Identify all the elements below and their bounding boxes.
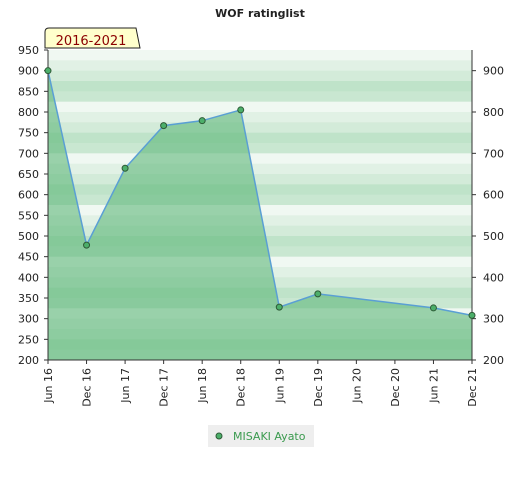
series-area [47, 70, 473, 361]
data-point [121, 164, 129, 172]
y-tick-label-left: 400 [18, 271, 39, 284]
x-tick-label: Dec 21 [466, 368, 479, 407]
x-tick-label: Jun 17 [119, 368, 132, 404]
y-tick-label-left: 550 [18, 209, 39, 222]
y-tick-label-left: 450 [18, 251, 39, 264]
y-tick-label-left: 600 [18, 189, 39, 202]
period-label: 2016-2021 [56, 34, 127, 49]
x-tick-label: Jun 16 [42, 368, 55, 404]
y-tick-label-left: 200 [18, 354, 39, 367]
x-tick-label: Jun 18 [196, 368, 209, 404]
y-tick-label-left: 950 [18, 44, 39, 57]
x-tick-label: Dec 16 [81, 368, 94, 407]
background-band [48, 194, 472, 206]
y-tick-label-right: 200 [483, 354, 504, 367]
chart-title: WOF ratinglist [215, 7, 305, 20]
background-band [48, 70, 472, 82]
data-point [83, 241, 91, 249]
y-tick-label-left: 650 [18, 168, 39, 181]
data-point [468, 311, 476, 319]
axes [47, 50, 473, 361]
background-band [48, 153, 472, 165]
background-band [48, 81, 472, 92]
legend-label: MISAKI Ayato [233, 430, 306, 443]
x-tick-label: Jun 20 [350, 368, 363, 404]
y-tick-label-left: 500 [18, 230, 39, 243]
series-line [47, 70, 473, 317]
y-axis-left: 200 250 300 350 400 450 500 550 600 650 700 750 800 8… [18, 44, 48, 367]
y-tick-label-left: 700 [18, 147, 39, 160]
y-axis-right: 200 300 400 500 600 700 800 900 [472, 65, 504, 367]
x-tick-label: Dec 18 [235, 368, 248, 407]
y-tick-label-right: 800 [483, 106, 504, 119]
y-tick-label-left: 900 [18, 65, 39, 78]
data-point [160, 122, 168, 130]
series-area-fill [48, 70, 472, 361]
legend[interactable]: MISAKI Ayato [208, 425, 314, 447]
y-tick-label-left: 250 [18, 333, 39, 346]
legend-marker [215, 432, 223, 440]
y-tick-label-left: 800 [18, 106, 39, 119]
background-band [48, 101, 472, 113]
y-tick-label-left: 350 [18, 292, 39, 305]
y-tick-label-right: 300 [483, 313, 504, 326]
y-tick-label-right: 400 [483, 271, 504, 284]
background-band [48, 174, 472, 185]
data-point [275, 303, 283, 311]
x-tick-label: Jun 21 [427, 368, 440, 404]
x-tick-label: Dec 19 [312, 368, 325, 407]
background-band [48, 132, 472, 144]
period-badge: 2016-2021 [44, 27, 141, 49]
y-tick-label-right: 900 [483, 65, 504, 78]
background-band [48, 122, 472, 134]
background-band [48, 112, 472, 123]
x-tick-label: Jun 19 [273, 368, 286, 404]
data-point [198, 117, 206, 125]
legend-box [208, 425, 314, 447]
background-band [48, 50, 472, 61]
background-band [48, 143, 472, 154]
background-band [48, 91, 472, 103]
x-tick-label: Dec 17 [158, 368, 171, 407]
data-point [44, 67, 52, 75]
y-tick-label-right: 700 [483, 147, 504, 160]
y-tick-label-right: 500 [483, 230, 504, 243]
x-axis: Jun 16 Dec 16 Jun 17 Dec 17 Jun 18 Dec 18 Jun … [42, 360, 479, 407]
data-point [314, 290, 322, 298]
y-tick-label-right: 600 [483, 189, 504, 202]
data-point [429, 304, 437, 312]
y-tick-label-left: 850 [18, 85, 39, 98]
series-markers [44, 67, 476, 319]
y-tick-label-left: 300 [18, 313, 39, 326]
background-band [48, 163, 472, 175]
background-band [48, 60, 472, 72]
x-tick-label: Dec 20 [389, 368, 402, 407]
y-tick-label-left: 750 [18, 127, 39, 140]
background-band [48, 184, 472, 196]
data-point [237, 106, 245, 114]
